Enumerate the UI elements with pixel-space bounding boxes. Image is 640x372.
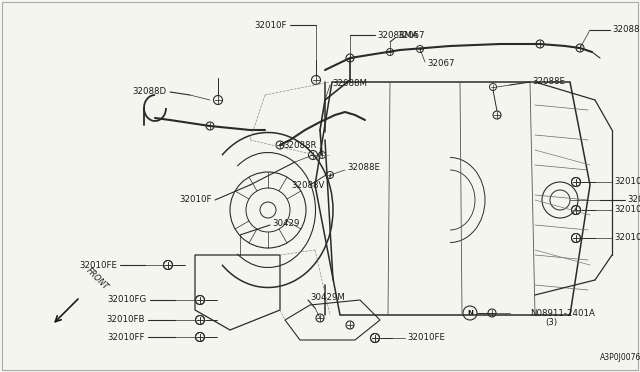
Text: 32088M: 32088M — [332, 78, 367, 87]
Text: 32010F: 32010F — [255, 20, 287, 29]
Text: (3): (3) — [545, 318, 557, 327]
Text: A3P0J0076: A3P0J0076 — [600, 353, 640, 362]
Text: 32010: 32010 — [627, 196, 640, 205]
Text: 32088R: 32088R — [284, 141, 317, 151]
Text: 30429M: 30429M — [310, 294, 345, 302]
Text: 32067: 32067 — [427, 60, 454, 68]
Text: 32088E: 32088E — [347, 164, 380, 173]
Text: 32010FB: 32010FB — [106, 315, 145, 324]
Text: 32010FG: 32010FG — [108, 295, 147, 305]
Text: 32088E: 32088E — [532, 77, 565, 87]
Text: 32010F: 32010F — [614, 205, 640, 215]
Text: N08911-2401A: N08911-2401A — [530, 308, 595, 317]
Text: 30429: 30429 — [272, 218, 300, 228]
Text: 32010FE: 32010FE — [407, 334, 445, 343]
Text: 32010F: 32010F — [614, 177, 640, 186]
Text: 32088MA: 32088MA — [612, 26, 640, 35]
Text: 32088V: 32088V — [292, 180, 325, 189]
Text: 32088MA: 32088MA — [377, 31, 418, 39]
Text: 32010FF: 32010FF — [108, 333, 145, 341]
Text: 32067: 32067 — [397, 32, 424, 41]
Text: 32010FE: 32010FE — [79, 260, 117, 269]
Text: FRONT: FRONT — [84, 266, 109, 292]
Text: N: N — [467, 310, 473, 316]
Text: 32010F: 32010F — [179, 196, 212, 205]
Text: 32010FA: 32010FA — [614, 234, 640, 243]
Text: 32088D: 32088D — [133, 87, 167, 96]
